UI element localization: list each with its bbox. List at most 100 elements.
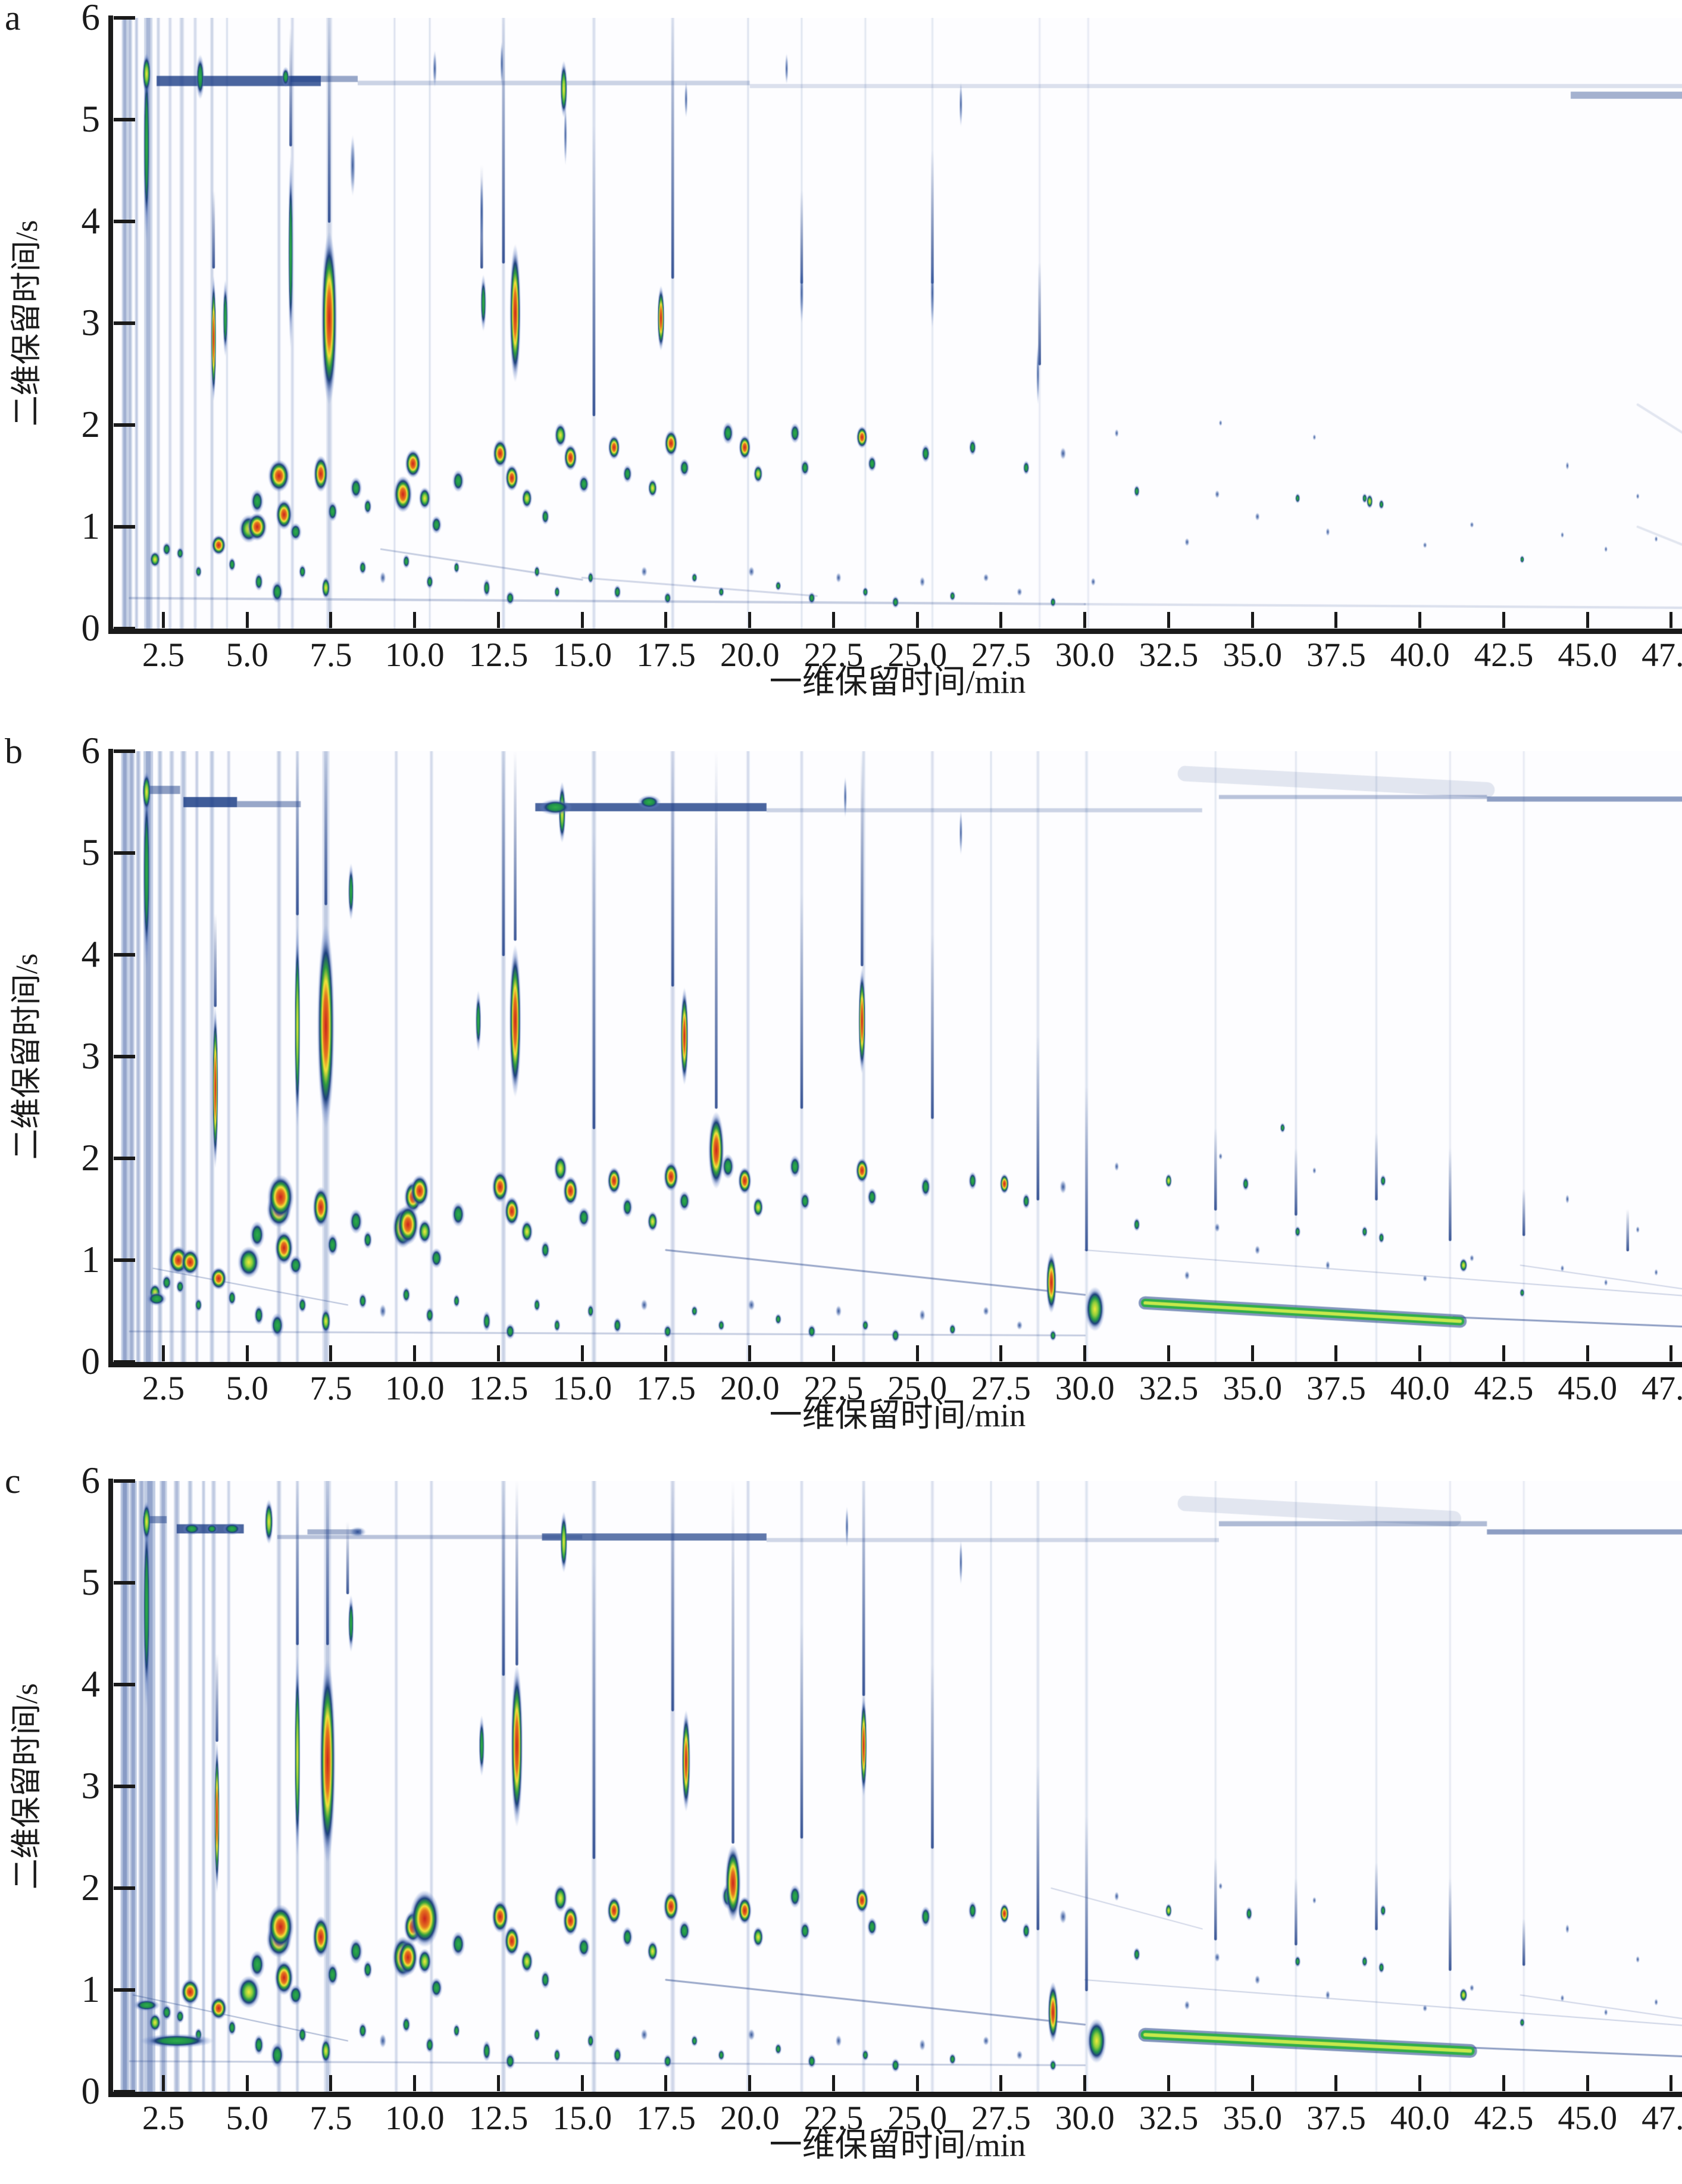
- y-tick-label: 4: [81, 933, 101, 975]
- y-axis-tick: [114, 220, 135, 223]
- x-tick-label: 37.5: [1306, 1370, 1366, 1407]
- x-tick-label: 22.5: [804, 1370, 864, 1407]
- x-tick-label: 17.5: [636, 2099, 696, 2137]
- y-axis-tick: [114, 2090, 135, 2094]
- y-axis-tick: [114, 953, 135, 957]
- x-tick-label: 22.5: [804, 636, 864, 674]
- y-tick-label: 0: [81, 2070, 101, 2112]
- x-axis-tick: [1167, 2075, 1170, 2091]
- x-tick-label: 45.0: [1558, 2099, 1618, 2137]
- x-axis-tick: [580, 1345, 584, 1361]
- plot-area-c: [113, 1481, 1682, 2092]
- x-tick-label: 40.0: [1390, 1370, 1450, 1407]
- x-axis-tick: [831, 1345, 835, 1361]
- x-tick-label: 47.5: [1642, 2099, 1682, 2137]
- x-axis-tick: [1502, 1345, 1505, 1361]
- x-tick-label: 2.5: [142, 1370, 185, 1407]
- x-tick-label: 20.0: [720, 2099, 780, 2137]
- x-axis-tick: [915, 612, 919, 628]
- y-axis-tick: [114, 1581, 135, 1585]
- x-tick-label: 10.0: [384, 636, 445, 674]
- x-axis-tick: [999, 612, 1003, 628]
- y-tick-label: 6: [81, 0, 101, 38]
- x-tick-label: 27.5: [971, 1370, 1031, 1407]
- y-axis-line: [108, 749, 113, 1367]
- x-tick-label: 35.0: [1223, 1370, 1283, 1407]
- x-tick-label: 30.0: [1055, 636, 1115, 674]
- x-axis-tick: [1670, 2075, 1673, 2091]
- x-axis-tick: [1083, 1345, 1087, 1361]
- x-axis-tick: [496, 2075, 500, 2091]
- x-tick-label: 20.0: [720, 636, 780, 674]
- y-axis-tick: [114, 118, 135, 121]
- panel-a: a 二维保留时间/s 一维保留时间/min 2.5 5.0 7.5 10.0 12.5 1…: [0, 0, 1682, 728]
- y-tick-label: 3: [81, 1035, 101, 1077]
- x-axis-tick: [496, 612, 500, 628]
- panel-label-a: a: [5, 0, 21, 38]
- x-axis-tick: [1502, 612, 1505, 628]
- y-tick-label: 3: [81, 1765, 101, 1807]
- x-tick-label: 45.0: [1558, 636, 1618, 674]
- x-tick-label: 32.5: [1139, 1370, 1199, 1407]
- x-tick-label: 5.0: [226, 2099, 268, 2137]
- x-axis-line: [108, 2092, 1682, 2097]
- x-axis-tick: [915, 1345, 919, 1361]
- x-tick-label: 10.0: [384, 1370, 445, 1407]
- y-axis-tick: [114, 423, 135, 427]
- x-axis-tick: [915, 2075, 919, 2091]
- x-tick-label: 7.5: [309, 2099, 352, 2137]
- x-axis-tick: [413, 2075, 417, 2091]
- y-axis-tick: [114, 627, 135, 630]
- panel-c: c 二维保留时间/s 一维保留时间/min 2.5 5.0 7.5 10.0 12.5 1…: [0, 1462, 1682, 2184]
- plot-area-b: [113, 751, 1682, 1362]
- y-tick-label: 4: [81, 200, 101, 242]
- y-tick-label: 2: [81, 404, 101, 445]
- y-axis-tick: [114, 851, 135, 855]
- x-axis-tick: [329, 1345, 333, 1361]
- y-axis-tick: [114, 1683, 135, 1686]
- y-axis-tick: [114, 1479, 135, 1483]
- y-tick-label: 2: [81, 1867, 101, 1908]
- x-axis-tick: [161, 612, 165, 628]
- x-axis-tick: [329, 612, 333, 628]
- y-axis-tick: [114, 321, 135, 325]
- x-axis-tick: [748, 2075, 752, 2091]
- x-tick-label: 17.5: [636, 636, 696, 674]
- x-tick-label: 35.0: [1223, 2099, 1283, 2137]
- x-axis-tick: [831, 2075, 835, 2091]
- x-tick-label: 37.5: [1306, 636, 1366, 674]
- x-tick-label: 47.5: [1642, 636, 1682, 674]
- x-axis-tick: [1083, 612, 1087, 628]
- x-axis-tick: [413, 1345, 417, 1361]
- x-tick-label: 5.0: [226, 1370, 268, 1407]
- x-axis-tick: [999, 1345, 1003, 1361]
- x-axis-tick: [1418, 612, 1422, 628]
- x-axis-line: [108, 629, 1682, 634]
- y-tick-label: 3: [81, 302, 101, 343]
- x-tick-label: 5.0: [226, 636, 268, 674]
- x-tick-label: 2.5: [142, 2099, 185, 2137]
- x-tick-label: 7.5: [309, 636, 352, 674]
- plot-area-a: [113, 18, 1682, 629]
- x-axis-tick: [1083, 2075, 1087, 2091]
- x-tick-label: 27.5: [971, 636, 1031, 674]
- x-axis-tick: [664, 1345, 668, 1361]
- y-axis-tick: [114, 1886, 135, 1890]
- x-axis-tick: [1334, 612, 1338, 628]
- x-axis-tick: [1586, 1345, 1589, 1361]
- x-tick-label: 45.0: [1558, 1370, 1618, 1407]
- x-axis-tick: [245, 612, 249, 628]
- x-axis-tick: [1586, 612, 1589, 628]
- x-axis-tick: [1250, 2075, 1254, 2091]
- x-tick-label: 32.5: [1139, 636, 1199, 674]
- x-axis-tick: [664, 612, 668, 628]
- y-tick-label: 1: [81, 1239, 101, 1280]
- x-tick-label: 15.0: [552, 2099, 612, 2137]
- x-tick-label: 15.0: [552, 1370, 612, 1407]
- x-tick-label: 17.5: [636, 1370, 696, 1407]
- y-axis-tick: [114, 749, 135, 753]
- panel-label-b: b: [5, 732, 23, 771]
- x-tick-label: 40.0: [1390, 2099, 1450, 2137]
- y-tick-label: 0: [81, 1341, 101, 1382]
